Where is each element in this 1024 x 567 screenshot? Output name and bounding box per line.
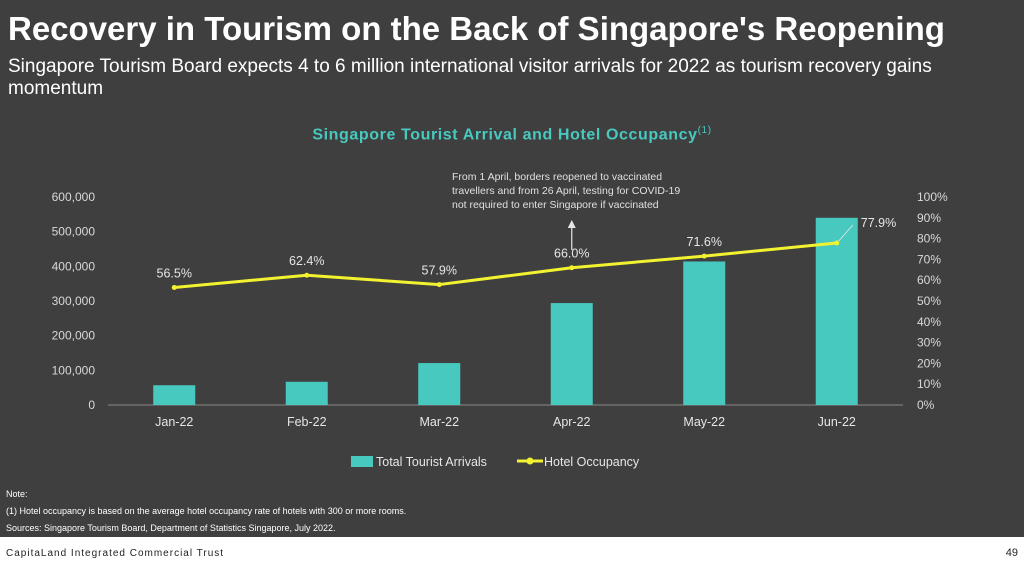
data-label-leader xyxy=(838,224,854,242)
annotation-arrow-head xyxy=(567,220,576,228)
left-axis: 0 100,000 200,000 300,000 400,000 500,000 600,… xyxy=(52,190,96,412)
left-tick-label: 100,000 xyxy=(52,363,96,377)
chart-title-note: (1) xyxy=(697,125,712,136)
occupancy-data-label: 66.0% xyxy=(554,247,589,261)
x-tick-label: Jan-22 xyxy=(155,415,193,429)
legend-bar-label: Total Tourist Arrivals xyxy=(376,455,487,469)
bar xyxy=(418,363,461,405)
occupancy-data-label: 57.9% xyxy=(422,264,457,278)
right-tick-label: 70% xyxy=(917,252,941,266)
left-tick-label: 200,000 xyxy=(52,329,96,343)
chart-title: Singapore Tourist Arrival and Hotel Occu… xyxy=(0,125,1024,144)
annotation: From 1 April, borders reopened to vaccin… xyxy=(452,171,680,250)
bar xyxy=(815,217,858,405)
annotation-line: From 1 April, borders reopened to vaccin… xyxy=(452,171,662,183)
occupancy-point xyxy=(304,272,310,278)
left-tick-label: 0 xyxy=(88,398,95,412)
left-tick-label: 600,000 xyxy=(52,190,96,204)
occupancy-point xyxy=(569,265,575,271)
slide-title: Recovery in Tourism on the Back of Singa… xyxy=(8,10,945,47)
right-tick-label: 30% xyxy=(917,336,941,350)
occupancy-data-label: 71.6% xyxy=(687,235,722,249)
bar xyxy=(153,385,196,405)
right-tick-label: 40% xyxy=(917,315,941,329)
legend-line-marker xyxy=(526,457,534,465)
x-tick-label: Jun-22 xyxy=(818,415,856,429)
occupancy-point xyxy=(701,253,707,259)
x-tick-label: Feb-22 xyxy=(287,415,327,429)
bar xyxy=(285,381,328,405)
x-tick-label: Apr-22 xyxy=(553,415,591,429)
occupancy-data-label: 77.9% xyxy=(861,216,896,230)
right-axis: 0% 10% 20% 30% 40% 50% 60% 70% 80% 90% 100% xyxy=(917,190,948,412)
annotation-line: not required to enter Singapore if vacci… xyxy=(452,199,659,211)
left-tick-label: 500,000 xyxy=(52,225,96,239)
bar xyxy=(683,261,726,405)
note-heading: Note: xyxy=(6,489,28,499)
occupancy-point xyxy=(171,284,177,290)
footer: CapitaLand Integrated Commercial Trust 4… xyxy=(0,537,1024,567)
right-tick-label: 80% xyxy=(917,232,941,246)
right-tick-label: 20% xyxy=(917,356,941,370)
right-tick-label: 100% xyxy=(917,190,948,204)
note-1: (1) Hotel occupancy is based on the aver… xyxy=(6,506,407,516)
right-tick-label: 90% xyxy=(917,211,941,225)
x-axis-labels: Jan-22 Feb-22 Mar-22 Apr-22 May-22 Jun-22 xyxy=(155,415,856,429)
bar-series xyxy=(153,217,858,405)
right-tick-label: 10% xyxy=(917,377,941,391)
right-tick-label: 0% xyxy=(917,398,935,412)
legend-line-label: Hotel Occupancy xyxy=(544,455,640,469)
occupancy-data-label: 56.5% xyxy=(157,266,192,280)
occupancy-point xyxy=(436,282,442,288)
sources: Sources: Singapore Tourism Board, Depart… xyxy=(6,523,336,533)
footer-company: CapitaLand Integrated Commercial Trust xyxy=(6,548,225,559)
chart-title-text: Singapore Tourist Arrival and Hotel Occu… xyxy=(312,126,698,144)
annotation-line: travellers and from 26 April, testing fo… xyxy=(452,185,680,197)
legend-bar-swatch xyxy=(351,456,373,467)
right-tick-label: 50% xyxy=(917,294,941,308)
left-tick-label: 300,000 xyxy=(52,294,96,308)
page-number: 49 xyxy=(1005,547,1018,559)
occupancy-line xyxy=(174,241,837,289)
combo-chart: 0 100,000 200,000 300,000 400,000 500,000 600,… xyxy=(52,171,948,469)
line-series: 56.5% 62.4% 57.9% 66.0% 71.6% 77.9% xyxy=(157,216,896,290)
slide-subtitle: Singapore Tourism Board expects 4 to 6 m… xyxy=(8,56,932,99)
x-tick-label: Mar-22 xyxy=(419,415,459,429)
left-tick-label: 400,000 xyxy=(52,259,96,273)
notes: Note: (1) Hotel occupancy is based on th… xyxy=(6,486,406,537)
x-tick-label: May-22 xyxy=(683,415,725,429)
occupancy-point xyxy=(834,240,840,246)
legend: Total Tourist Arrivals Hotel Occupancy xyxy=(351,455,640,469)
right-tick-label: 60% xyxy=(917,273,941,287)
bar xyxy=(550,303,593,405)
occupancy-data-label: 62.4% xyxy=(289,254,324,268)
